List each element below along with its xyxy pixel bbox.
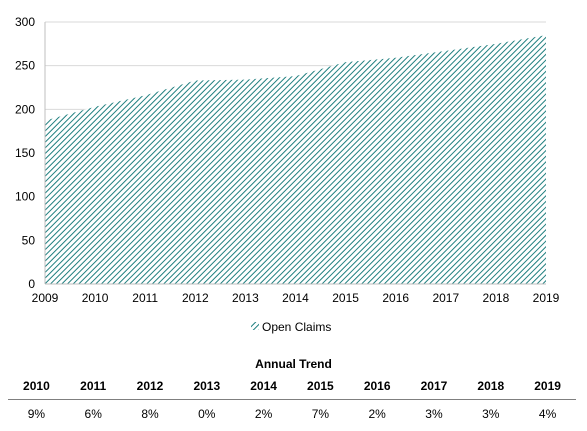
- axes: 0 50 100 150 200 250 300 2009 2010 2011 2012 2013 20…: [15, 15, 560, 305]
- trend-value-cell: 2%: [254, 407, 273, 421]
- x-tick-label: 2009: [32, 291, 59, 305]
- trend-value-cell: 3%: [425, 407, 443, 421]
- legend-swatch: [251, 322, 259, 330]
- annual-trend-table: 2010 2011 2012 2013 2014 2015 2016 2017 2018 2019…: [8, 376, 576, 421]
- trend-year-header: 2014: [235, 376, 292, 400]
- trend-year-header: 2011: [64, 376, 122, 400]
- x-tick-label: 2015: [332, 291, 359, 305]
- x-tick-label: 2018: [483, 291, 510, 305]
- area-chart: 0 50 100 150 200 250 300 2009 2010 2011 2012 2013 20…: [15, 15, 560, 334]
- trend-year-header: 2013: [178, 376, 236, 400]
- trend-value-cell: 7%: [311, 407, 330, 421]
- y-tick-label: 100: [15, 190, 35, 204]
- series-area-layer: [45, 35, 546, 284]
- trend-year-header: 2016: [348, 376, 406, 400]
- y-tick-label: 300: [15, 15, 35, 29]
- series-area-open-claims: [45, 35, 546, 284]
- y-tick-label: 150: [15, 146, 35, 160]
- y-tick-label: 0: [28, 277, 35, 291]
- x-tick-label: 2014: [282, 291, 309, 305]
- legend: Open Claims: [251, 320, 331, 334]
- legend-label: Open Claims: [262, 320, 331, 334]
- trend-year-header: 2010: [8, 376, 65, 400]
- trend-year-header: 2012: [121, 376, 179, 400]
- trend-year-header: 2015: [291, 376, 349, 400]
- y-tick-label: 50: [22, 233, 36, 247]
- trend-year-header: 2017: [405, 376, 463, 400]
- trend-value-cell: 9%: [27, 407, 46, 421]
- x-tick-label: 2016: [382, 291, 409, 305]
- x-tick-label: 2013: [232, 291, 259, 305]
- trend-value-row: 9% 6% 8% 0% 2% 7% 2% 3% 3% 4%: [8, 400, 576, 421]
- trend-year-header: 2018: [462, 376, 520, 400]
- x-tick-label: 2012: [182, 291, 209, 305]
- trend-table-title: Annual Trend: [255, 357, 332, 371]
- trend-value-cell: 8%: [141, 407, 159, 421]
- y-tick-label: 200: [15, 102, 35, 116]
- x-tick-label: 2011: [132, 291, 158, 305]
- x-tick-label: 2019: [533, 291, 560, 305]
- trend-value-cell: 6%: [84, 407, 102, 421]
- y-tick-label: 250: [15, 59, 35, 73]
- trend-header-row: 2010 2011 2012 2013 2014 2015 2016 2017 2018 2019: [8, 376, 576, 400]
- trend-value-cell: 4%: [538, 407, 557, 421]
- trend-value-cell: 3%: [482, 407, 500, 421]
- trend-value-cell: 2%: [368, 407, 386, 421]
- trend-value-cell: 0%: [198, 407, 216, 421]
- x-tick-label: 2010: [82, 291, 109, 305]
- trend-year-header: 2019: [519, 376, 576, 400]
- x-tick-label: 2017: [432, 291, 459, 305]
